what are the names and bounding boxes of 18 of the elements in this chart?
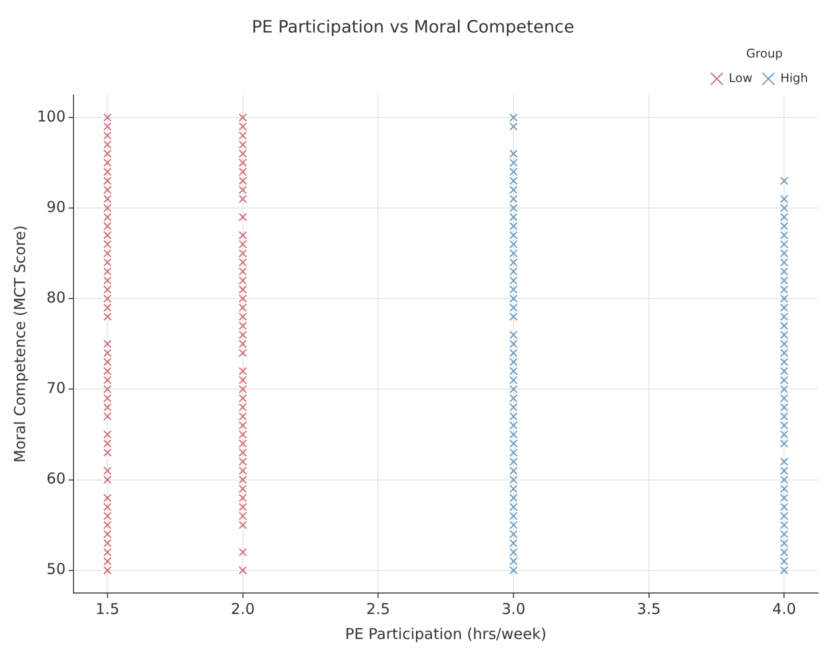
x-tick-label: 4.0 [772,600,796,618]
y-axis-title: Moral Competence (MCT Score) [10,225,29,463]
y-tick-label: 70 [46,379,66,398]
legend-label: Low [728,70,753,85]
legend-title: Group [746,46,783,61]
legend-label: High [780,70,808,85]
y-tick-label: 100 [36,107,66,126]
x-tick-label: 3.5 [636,600,661,618]
x-tick-label: 1.5 [96,600,120,618]
x-tick-label: 3.0 [502,600,526,618]
x-axis-title: PE Participation (hrs/week) [345,624,546,643]
y-tick-label: 80 [46,288,66,306]
y-tick-label: 60 [46,470,66,488]
chart-title: PE Participation vs Moral Competence [252,18,574,38]
y-tick-label: 90 [46,198,66,216]
y-tick-label: 50 [46,560,66,578]
x-tick-label: 2.5 [366,600,390,618]
x-tick-label: 2.0 [230,600,255,618]
